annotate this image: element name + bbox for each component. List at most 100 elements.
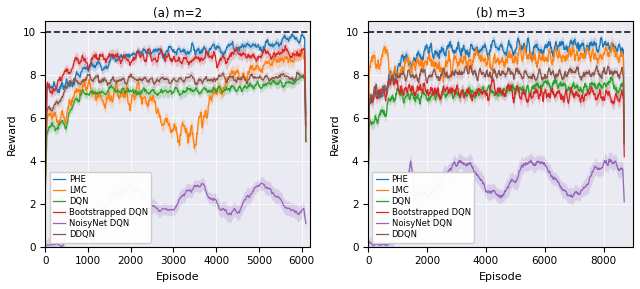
LMC [620, 123, 628, 127]
Bootstrapped DQN [477, 91, 484, 95]
NoisyNet DQN [230, 208, 237, 211]
NoisyNet DQN [605, 158, 613, 161]
PHE [597, 36, 605, 39]
Line: PHE: PHE [45, 34, 306, 164]
Bootstrapped DQN [229, 52, 237, 56]
Bootstrapped DQN [282, 44, 289, 47]
NoisyNet DQN [58, 246, 66, 249]
PHE [260, 47, 268, 51]
Line: DQN: DQN [368, 77, 624, 183]
Bootstrapped DQN [620, 155, 628, 158]
PHE [375, 89, 383, 93]
Y-axis label: Reward: Reward [7, 113, 17, 155]
DQN [500, 88, 508, 92]
PHE [476, 48, 484, 52]
LMC [298, 48, 305, 52]
NoisyNet DQN [364, 243, 372, 246]
LMC [295, 52, 303, 55]
Line: NoisyNet DQN: NoisyNet DQN [45, 181, 306, 247]
DQN [438, 91, 446, 94]
Bootstrapped DQN [389, 75, 397, 78]
Line: LMC: LMC [45, 50, 306, 180]
DQN [260, 84, 268, 88]
DQN [229, 84, 237, 88]
Bootstrapped DQN [42, 166, 49, 169]
NoisyNet DQN [79, 203, 87, 207]
NoisyNet DQN [261, 186, 269, 189]
LMC [229, 72, 237, 75]
NoisyNet DQN [296, 210, 304, 214]
DDQN [375, 97, 383, 100]
PHE [302, 114, 310, 118]
Bootstrapped DQN [499, 91, 507, 94]
DDQN [293, 71, 301, 74]
DQN [302, 140, 310, 143]
DQN [364, 181, 372, 185]
Legend: PHE, LMC, DQN, Bootstrapped DQN, NoisyNet DQN, DDQN: PHE, LMC, DQN, Bootstrapped DQN, NoisyNe… [372, 172, 474, 242]
Bootstrapped DQN [138, 53, 145, 57]
Line: DDQN: DDQN [45, 72, 306, 180]
NoisyNet DQN [500, 194, 508, 197]
DQN [42, 189, 49, 192]
DDQN [302, 140, 310, 143]
DDQN [364, 174, 372, 177]
DDQN [438, 71, 446, 75]
PHE [244, 43, 252, 47]
DQN [244, 85, 252, 89]
LMC [364, 157, 372, 160]
NoisyNet DQN [452, 164, 460, 168]
Line: Bootstrapped DQN: Bootstrapped DQN [368, 76, 624, 174]
LMC [302, 127, 310, 131]
X-axis label: Episode: Episode [156, 272, 200, 282]
Bootstrapped DQN [79, 53, 86, 57]
DDQN [477, 69, 484, 73]
Line: DQN: DQN [45, 76, 306, 191]
LMC [608, 41, 616, 45]
PHE [138, 50, 145, 53]
DDQN [620, 142, 628, 145]
NoisyNet DQN [370, 244, 378, 247]
PHE [288, 32, 296, 36]
Bootstrapped DQN [452, 87, 460, 90]
Line: LMC: LMC [368, 43, 624, 159]
Bootstrapped DQN [244, 54, 252, 58]
DQN [375, 113, 383, 117]
Line: NoisyNet DQN: NoisyNet DQN [368, 159, 624, 246]
Title: (a) m=2: (a) m=2 [153, 7, 202, 20]
LMC [79, 86, 86, 89]
PHE [620, 123, 628, 127]
LMC [476, 54, 484, 57]
LMC [138, 102, 145, 106]
PHE [500, 50, 508, 53]
PHE [499, 46, 506, 49]
Legend: PHE, LMC, DQN, Bootstrapped DQN, NoisyNet DQN, DDQN: PHE, LMC, DQN, Bootstrapped DQN, NoisyNe… [49, 172, 151, 242]
DDQN [500, 72, 508, 75]
DDQN [296, 73, 303, 76]
PHE [79, 67, 86, 71]
DQN [295, 77, 303, 80]
LMC [260, 63, 268, 66]
DDQN [244, 79, 252, 83]
DDQN [452, 70, 460, 74]
NoisyNet DQN [438, 175, 446, 179]
X-axis label: Episode: Episode [479, 272, 522, 282]
PHE [229, 44, 237, 47]
PHE [296, 40, 303, 43]
Line: Bootstrapped DQN: Bootstrapped DQN [45, 46, 306, 168]
DDQN [79, 80, 86, 84]
PHE [364, 163, 372, 167]
Bootstrapped DQN [500, 93, 508, 97]
NoisyNet DQN [42, 244, 49, 247]
DQN [620, 143, 628, 146]
Line: DDQN: DDQN [368, 66, 624, 175]
PHE [438, 49, 446, 53]
DDQN [260, 77, 268, 80]
Bootstrapped DQN [364, 172, 372, 175]
DQN [608, 76, 616, 79]
LMC [452, 57, 460, 60]
NoisyNet DQN [477, 178, 484, 182]
NoisyNet DQN [302, 222, 310, 225]
PHE [452, 50, 460, 53]
DDQN [467, 64, 474, 67]
NoisyNet DQN [245, 195, 253, 199]
